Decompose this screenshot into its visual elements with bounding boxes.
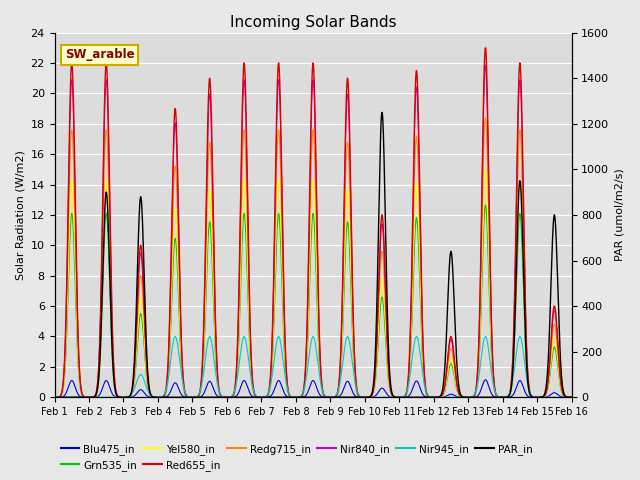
Grn535_in: [294, 395, 301, 400]
Nir945_in: [400, 393, 408, 399]
PAR_in: [257, 395, 265, 400]
Grn535_in: [481, 202, 489, 208]
Nir840_in: [294, 395, 301, 400]
Blu475_in: [481, 377, 489, 383]
Text: SW_arable: SW_arable: [65, 48, 134, 61]
Nir945_in: [51, 395, 58, 400]
Line: Red655_in: Red655_in: [54, 48, 572, 397]
Blu475_in: [51, 395, 58, 400]
Yel580_in: [458, 394, 466, 400]
Nir945_in: [429, 394, 436, 400]
Red655_in: [51, 395, 58, 400]
PAR_in: [567, 395, 575, 400]
Blu475_in: [400, 395, 408, 400]
Nir945_in: [294, 394, 301, 400]
Red655_in: [429, 395, 436, 400]
Grn535_in: [458, 394, 466, 400]
Line: Redg715_in: Redg715_in: [54, 118, 572, 397]
Y-axis label: PAR (umol/m2/s): PAR (umol/m2/s): [615, 168, 625, 261]
Nir840_in: [51, 395, 58, 400]
Redg715_in: [294, 395, 301, 400]
Yel580_in: [294, 395, 301, 400]
Yel580_in: [400, 394, 408, 400]
Red655_in: [294, 395, 301, 400]
Redg715_in: [458, 394, 466, 400]
Red655_in: [458, 394, 466, 400]
PAR_in: [143, 364, 151, 370]
Redg715_in: [568, 395, 575, 400]
Red655_in: [481, 45, 489, 50]
Yel580_in: [143, 380, 151, 385]
Yel580_in: [567, 395, 575, 400]
Redg715_in: [567, 395, 575, 400]
Blu475_in: [458, 395, 466, 400]
Line: Yel580_in: Yel580_in: [54, 170, 572, 397]
Line: Nir945_in: Nir945_in: [54, 336, 572, 397]
Redg715_in: [429, 395, 436, 400]
Blu475_in: [567, 395, 575, 400]
Nir945_in: [143, 387, 151, 393]
Grn535_in: [51, 395, 58, 400]
Red655_in: [568, 395, 575, 400]
Blu475_in: [143, 393, 151, 399]
Nir840_in: [567, 395, 575, 400]
PAR_in: [294, 395, 301, 400]
Nir945_in: [567, 395, 575, 400]
Red655_in: [400, 394, 408, 400]
Line: Nir840_in: Nir840_in: [54, 65, 572, 397]
Nir840_in: [568, 395, 575, 400]
Yel580_in: [481, 167, 489, 173]
PAR_in: [401, 395, 408, 400]
PAR_in: [568, 395, 575, 400]
Line: Grn535_in: Grn535_in: [54, 205, 572, 397]
Nir945_in: [568, 395, 575, 400]
Nir840_in: [400, 394, 408, 400]
Grn535_in: [400, 394, 408, 400]
Nir840_in: [458, 394, 466, 400]
Legend: Blu475_in, Grn535_in, Yel580_in, Red655_in, Redg715_in, Nir840_in, Nir945_in, PA: Blu475_in, Grn535_in, Yel580_in, Red655_…: [56, 439, 537, 475]
Grn535_in: [568, 395, 575, 400]
Nir945_in: [516, 334, 524, 339]
Line: PAR_in: PAR_in: [54, 112, 572, 397]
Nir840_in: [481, 62, 489, 68]
Nir945_in: [458, 395, 466, 400]
Redg715_in: [51, 395, 58, 400]
Grn535_in: [429, 395, 436, 400]
Title: Incoming Solar Bands: Incoming Solar Bands: [230, 15, 396, 30]
Blu475_in: [294, 395, 301, 400]
PAR_in: [378, 109, 386, 115]
Redg715_in: [143, 376, 151, 382]
PAR_in: [51, 395, 58, 400]
Yel580_in: [568, 395, 575, 400]
Redg715_in: [400, 394, 408, 400]
PAR_in: [458, 394, 466, 399]
Redg715_in: [481, 115, 489, 120]
Yel580_in: [429, 395, 436, 400]
Red655_in: [143, 372, 151, 377]
Nir840_in: [429, 395, 436, 400]
Grn535_in: [143, 382, 151, 388]
Yel580_in: [51, 395, 58, 400]
Grn535_in: [567, 395, 575, 400]
Blu475_in: [568, 395, 575, 400]
Nir840_in: [143, 373, 151, 379]
Blu475_in: [429, 395, 436, 400]
Line: Blu475_in: Blu475_in: [54, 380, 572, 397]
PAR_in: [429, 395, 436, 400]
Red655_in: [567, 395, 575, 400]
Y-axis label: Solar Radiation (W/m2): Solar Radiation (W/m2): [15, 150, 25, 280]
